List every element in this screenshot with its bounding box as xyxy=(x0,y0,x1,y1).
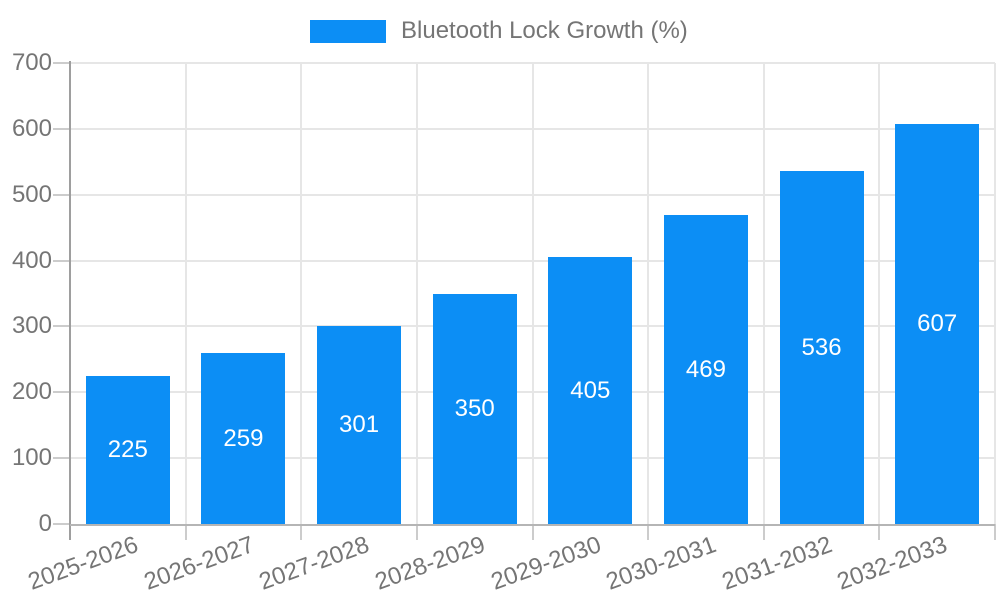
x-axis-label-2027-2028: 2027-2028 xyxy=(255,531,373,596)
bar-value-label: 536 xyxy=(801,333,842,361)
gridline-vertical xyxy=(994,63,996,524)
y-axis-tick xyxy=(53,62,70,64)
legend-label: Bluetooth Lock Growth (%) xyxy=(401,17,688,44)
gridline-vertical xyxy=(762,63,765,524)
y-axis-label: 100 xyxy=(11,444,52,472)
y-axis-label: 600 xyxy=(11,114,52,142)
bar-value-label: 350 xyxy=(454,394,495,422)
gridline-vertical xyxy=(878,63,881,524)
y-axis-tick xyxy=(53,457,70,460)
x-axis-label-2032-2033: 2032-2033 xyxy=(833,531,952,596)
bar-value-label: 301 xyxy=(339,410,380,438)
x-axis-tick xyxy=(647,524,650,540)
bar-2027-2028[interactable] xyxy=(317,325,402,524)
bar-2025-2026[interactable] xyxy=(85,375,170,524)
gridline-vertical xyxy=(415,63,418,524)
x-axis-label-2030-2031: 2030-2031 xyxy=(602,531,720,596)
bar-2029-2030[interactable] xyxy=(548,257,633,524)
bar-value-label: 225 xyxy=(107,435,148,463)
x-axis-tick xyxy=(878,524,881,540)
bar-value-label: 607 xyxy=(917,310,958,338)
x-axis-label-2031-2032: 2031-2032 xyxy=(718,531,836,596)
y-axis-tick xyxy=(53,127,70,130)
y-axis-label: 500 xyxy=(11,180,52,208)
x-axis-label-2028-2029: 2028-2029 xyxy=(371,531,489,596)
gridline-vertical xyxy=(531,63,534,524)
bar-value-label: 259 xyxy=(223,424,264,452)
bar-2030-2031[interactable] xyxy=(663,215,748,524)
x-axis-tick xyxy=(762,524,765,540)
y-axis-tick xyxy=(53,325,70,328)
y-axis-tick xyxy=(53,193,70,196)
bar-2026-2027[interactable] xyxy=(201,353,286,524)
x-axis-tick xyxy=(994,524,996,540)
y-axis xyxy=(69,61,71,540)
gridline-vertical xyxy=(647,63,650,524)
legend-swatch xyxy=(310,19,386,43)
bar-2031-2032[interactable] xyxy=(779,171,864,524)
y-axis-label: 300 xyxy=(11,312,52,340)
x-axis xyxy=(70,524,995,526)
y-axis-tick xyxy=(53,259,70,262)
y-axis-label: 0 xyxy=(38,510,52,537)
legend-item[interactable]: Bluetooth Lock Growth (%) xyxy=(310,17,688,45)
x-axis-label-2026-2027: 2026-2027 xyxy=(140,531,258,596)
bar-2032-2033[interactable] xyxy=(895,124,980,524)
gridline-vertical xyxy=(184,63,187,524)
x-axis-label-2029-2030: 2029-2030 xyxy=(487,531,605,596)
y-axis-label: 700 xyxy=(11,49,52,76)
bar-value-label: 405 xyxy=(570,376,611,404)
bar-2028-2029[interactable] xyxy=(432,293,517,524)
y-axis-label: 400 xyxy=(11,246,52,274)
bar-value-label: 469 xyxy=(685,355,726,383)
y-axis-tick xyxy=(53,391,70,394)
x-axis-tick xyxy=(184,524,187,540)
gridline-vertical xyxy=(300,63,303,524)
x-axis-tick xyxy=(415,524,418,540)
y-axis-tick xyxy=(53,523,70,525)
x-axis-label-2025-2026: 2025-2026 xyxy=(24,531,142,596)
x-axis-tick xyxy=(531,524,534,540)
y-axis-label: 200 xyxy=(11,378,52,406)
x-axis-tick xyxy=(300,524,303,540)
